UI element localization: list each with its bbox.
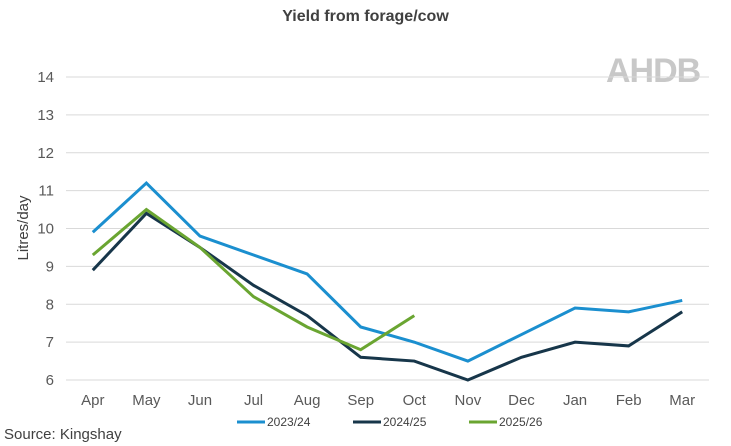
- x-tick-label: Apr: [81, 392, 104, 409]
- x-tick-label: Mar: [669, 392, 695, 409]
- source-note: Source: Kingshay: [4, 426, 122, 443]
- legend-label: 2023/24: [267, 415, 311, 429]
- x-tick-label: Nov: [455, 392, 482, 409]
- x-tick-label: Oct: [403, 392, 427, 409]
- x-tick-label: Jun: [188, 392, 212, 409]
- legend-label: 2024/25: [383, 415, 427, 429]
- x-tick-label: Jul: [244, 392, 263, 409]
- y-tick-label: 9: [46, 258, 54, 275]
- y-axis-label: Litres/day: [15, 195, 32, 261]
- chart-title: Yield from forage/cow: [282, 8, 449, 25]
- x-tick-label: Feb: [616, 392, 642, 409]
- y-tick-label: 13: [37, 107, 54, 124]
- y-tick-label: 12: [37, 145, 54, 162]
- x-tick-label: May: [132, 392, 161, 409]
- series-line-2023/24: [91, 180, 683, 363]
- x-tick-label: Dec: [508, 392, 535, 409]
- x-tick-label: Sep: [347, 392, 374, 409]
- y-tick-label: 8: [46, 296, 54, 313]
- x-tick-label: Jan: [563, 392, 587, 409]
- y-tick-label: 14: [37, 69, 54, 86]
- legend-label: 2025/26: [499, 415, 543, 429]
- y-tick-label: 7: [46, 334, 54, 351]
- y-tick-label: 11: [38, 183, 54, 200]
- y-tick-label: 6: [46, 372, 54, 389]
- series-line-2024/25: [91, 211, 684, 382]
- y-tick-label: 10: [37, 221, 54, 238]
- ahdb-logo: AHDB: [606, 52, 701, 90]
- x-tick-label: Aug: [294, 392, 321, 409]
